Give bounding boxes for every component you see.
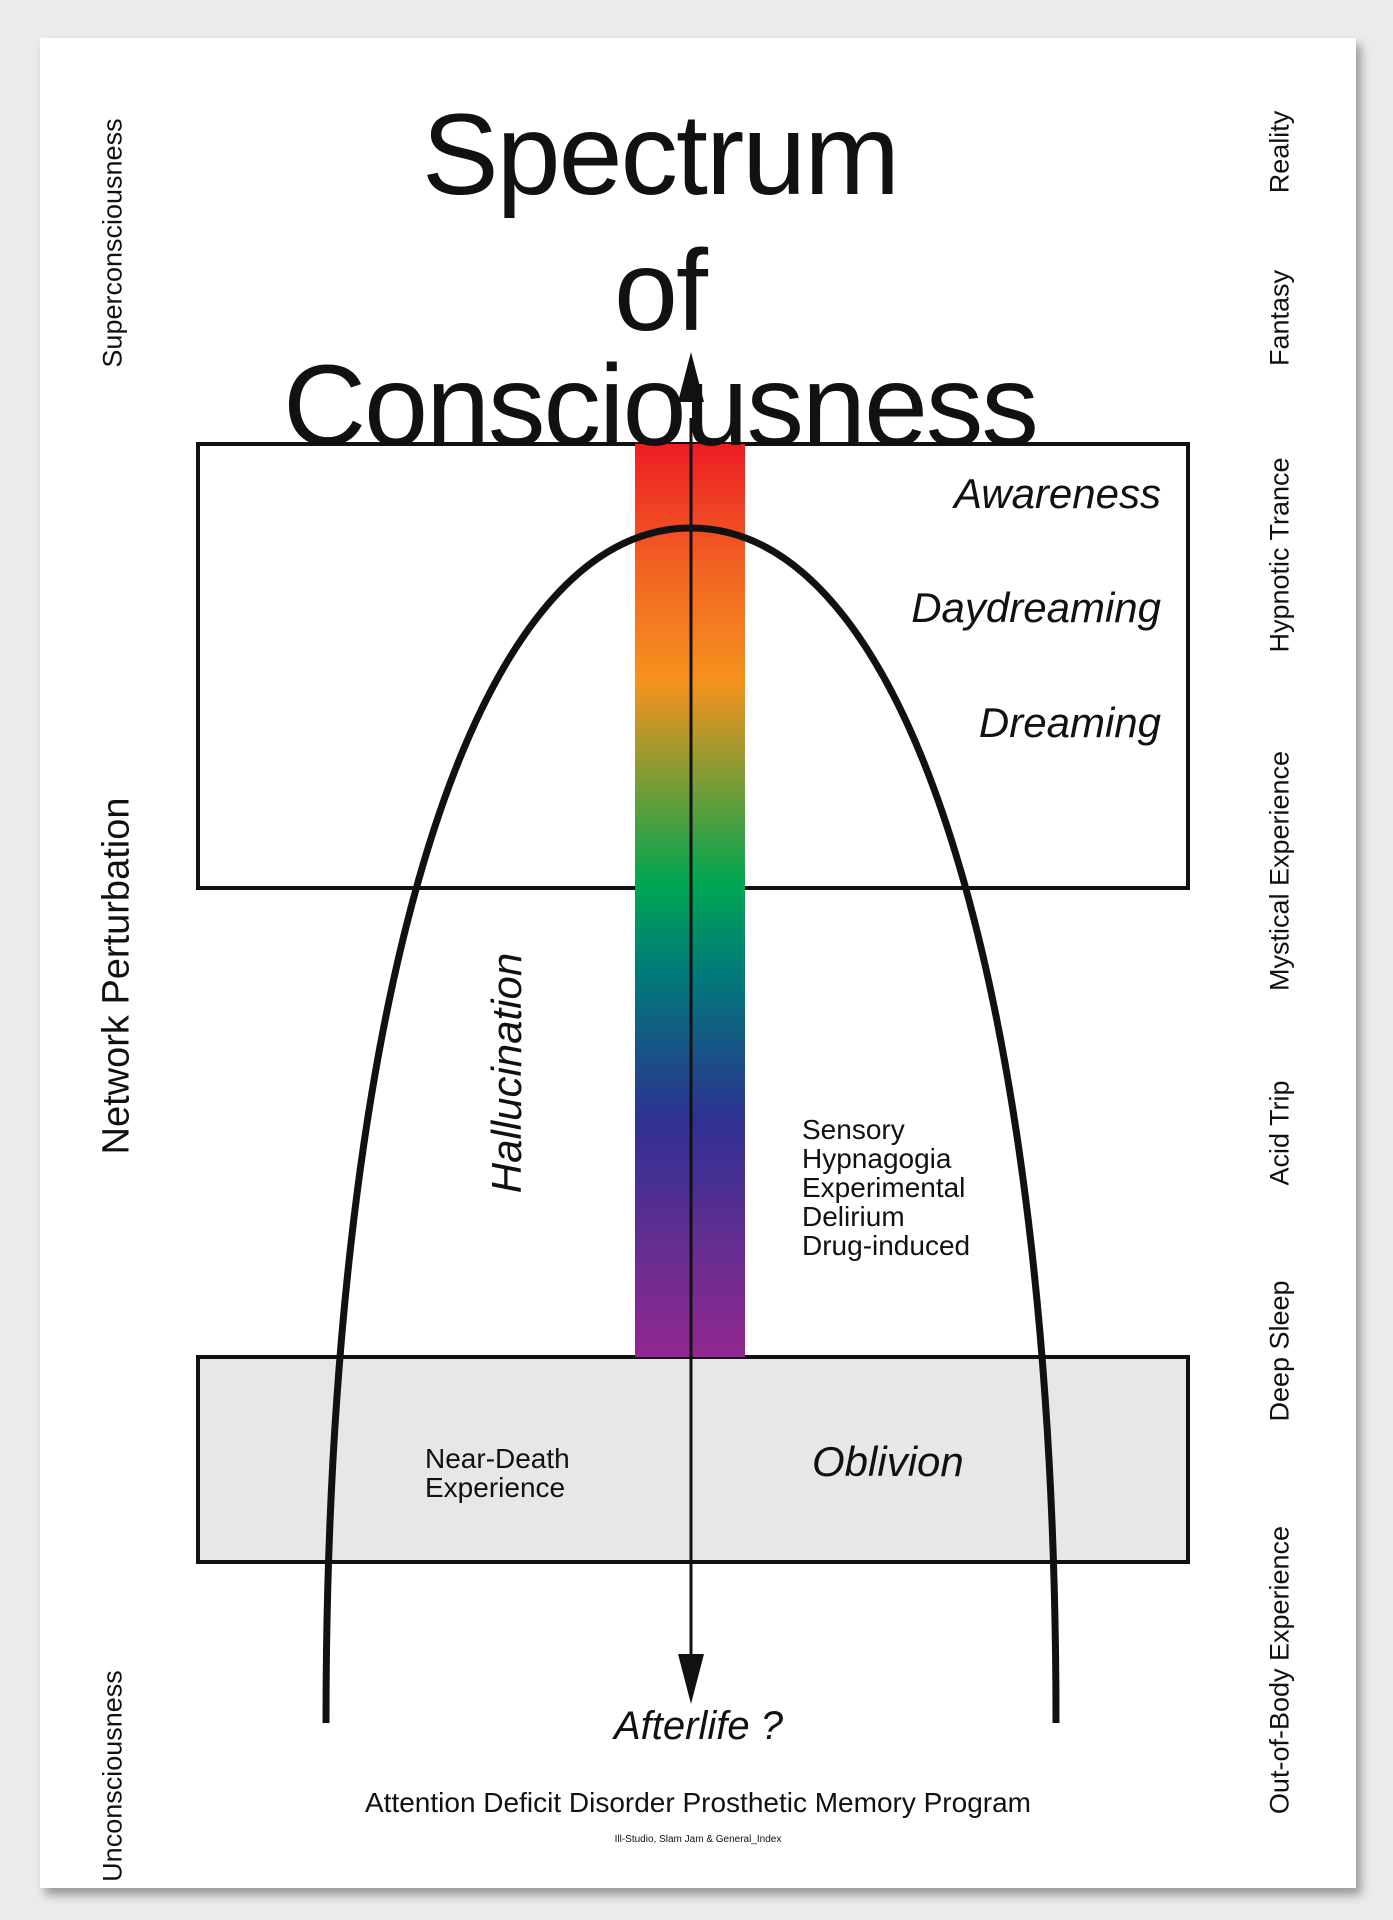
- state-awareness: Awareness: [953, 470, 1161, 517]
- diagram-canvas: [196, 352, 1190, 1724]
- hallucination-type: Sensory: [802, 1114, 905, 1145]
- hallucination-type: Drug-induced: [802, 1230, 971, 1261]
- footer-credits: Ill-Studio, Slam Jam & General_Index: [614, 1834, 782, 1845]
- hallucination-type-list: Sensory Hypnagogia Experimental Delirium…: [802, 1115, 970, 1260]
- right-label-deep-sleep: Deep Sleep: [1264, 1280, 1295, 1422]
- left-label-unconsciousness: Unconsciousness: [97, 1670, 128, 1882]
- arrow-up-icon: [678, 352, 704, 402]
- title-line-1: Spectrum: [421, 91, 900, 219]
- afterlife-label: Afterlife ?: [614, 1704, 783, 1748]
- near-death-experience-label: Near-Death Experience: [425, 1444, 570, 1502]
- right-label-mystical-experience: Mystical Experience: [1264, 750, 1295, 992]
- lower-state-box: [196, 1355, 1190, 1564]
- oblivion-label: Oblivion: [812, 1438, 964, 1485]
- right-label-out-of-body-experience: Out-of-Body Experience: [1264, 1525, 1295, 1815]
- title-line-2: of Consciousness: [283, 227, 1039, 470]
- hallucination-type: Experimental: [802, 1172, 966, 1203]
- state-daydreaming: Daydreaming: [911, 584, 1161, 631]
- right-label-acid-trip: Acid Trip: [1264, 1080, 1295, 1186]
- right-label-hypnotic-trance: Hypnotic Trance: [1264, 457, 1295, 653]
- hallucination-type: Delirium: [802, 1201, 905, 1232]
- hallucination-label: Hallucination: [483, 952, 530, 1194]
- left-label-network-perturbation: Network Perturbation: [95, 797, 138, 1155]
- near-death-line-2: Experience: [425, 1472, 566, 1503]
- hallucination-type: Hypnagogia: [802, 1143, 952, 1174]
- state-dreaming: Dreaming: [978, 699, 1161, 746]
- poster: Spectrum of Consciousness Superconscious…: [40, 38, 1356, 1888]
- left-label-superconsciousness: Superconsciousness: [97, 118, 128, 368]
- right-label-fantasy: Fantasy: [1264, 269, 1295, 367]
- arrow-down-icon: [678, 1654, 704, 1704]
- footer-program: Attention Deficit Disorder Prosthetic Me…: [365, 1787, 1031, 1818]
- right-label-reality: Reality: [1264, 110, 1295, 194]
- near-death-line-1: Near-Death: [425, 1443, 570, 1474]
